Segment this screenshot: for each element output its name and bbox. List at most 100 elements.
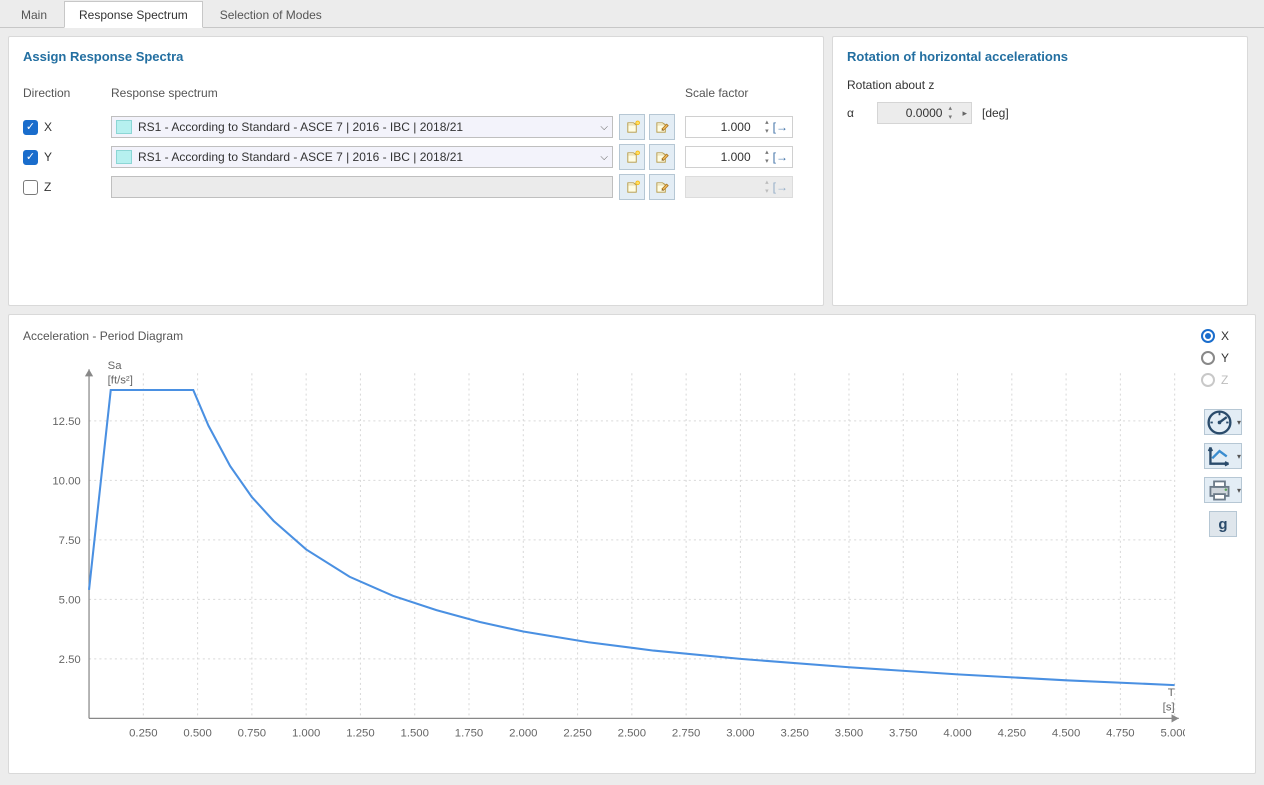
rotation-input-row: α 0.0000 ▴▾ ▸ [deg] — [847, 102, 1233, 124]
svg-text:3.750: 3.750 — [889, 728, 917, 740]
svg-text:10.00: 10.00 — [52, 476, 80, 488]
svg-text:[ft/s²]: [ft/s²] — [108, 375, 133, 387]
scale-factor-value: 1.000 — [690, 120, 755, 134]
tabs-bar: MainResponse SpectrumSelection of Modes — [0, 0, 1264, 28]
spectrum-dropdown-x[interactable]: RS1 - According to Standard - ASCE 7 | 2… — [111, 116, 613, 138]
scale-stepper[interactable]: ▴▾ — [759, 149, 769, 165]
svg-text:[s]: [s] — [1163, 701, 1175, 713]
rotation-label: Rotation about z — [847, 78, 1233, 92]
direction-row-y: Y RS1 - According to Standard - ASCE 7 | … — [23, 142, 809, 172]
edit-spectrum-button[interactable] — [649, 174, 675, 200]
radio-label: X — [1221, 329, 1229, 343]
svg-text:4.250: 4.250 — [998, 728, 1026, 740]
svg-text:1.250: 1.250 — [346, 728, 374, 740]
spectrum-text: RS1 - According to Standard - ASCE 7 | 2… — [138, 120, 600, 134]
new-spectrum-button[interactable] — [619, 174, 645, 200]
svg-text:3.250: 3.250 — [780, 728, 808, 740]
scale-factor-input-z: ▴▾ [→ — [685, 176, 793, 198]
tab-selection-of-modes[interactable]: Selection of Modes — [205, 1, 337, 28]
chevron-down-icon: ▾ — [1237, 486, 1241, 495]
assign-header-row: Direction Response spectrum Scale factor — [23, 78, 809, 108]
svg-text:2.50: 2.50 — [59, 654, 81, 666]
chart-direction-radio-y[interactable] — [1201, 351, 1215, 365]
chart-direction-radio-row: Z — [1201, 373, 1245, 387]
chart-area: 2.505.007.5010.0012.500.2500.5000.7501.0… — [27, 353, 1185, 759]
chart-side-controls: XYZ ▾ ▾ ▾ g — [1201, 329, 1245, 537]
chart-tool-axes-button[interactable]: ▾ — [1204, 443, 1242, 469]
svg-text:3.500: 3.500 — [835, 728, 863, 740]
scale-stepper: ▴▾ — [759, 179, 769, 195]
scale-stepper[interactable]: ▴▾ — [759, 119, 769, 135]
svg-text:1.000: 1.000 — [292, 728, 320, 740]
edit-spectrum-button[interactable] — [649, 144, 675, 170]
spectrum-swatch-icon — [116, 120, 132, 134]
svg-text:5.000: 5.000 — [1160, 728, 1185, 740]
new-spectrum-button[interactable] — [619, 144, 645, 170]
svg-text:T: T — [1168, 687, 1175, 699]
rotation-panel: Rotation of horizontal accelerations Rot… — [832, 36, 1248, 306]
header-direction: Direction — [23, 86, 105, 100]
svg-text:4.000: 4.000 — [943, 728, 971, 740]
assign-icon: [→ — [773, 180, 788, 194]
svg-text:5.00: 5.00 — [59, 595, 81, 607]
spectrum-dropdown-z — [111, 176, 613, 198]
direction-label: Y — [44, 150, 52, 164]
scale-factor-input-y[interactable]: 1.000 ▴▾ [→ — [685, 146, 793, 168]
chevron-down-icon: ▾ — [1237, 452, 1241, 461]
chart-tool-g-button[interactable]: g — [1209, 511, 1237, 537]
chart-panel: Acceleration - Period Diagram 2.50 5.00 7.… — [8, 314, 1256, 774]
chart-direction-radio-row: Y — [1201, 351, 1245, 365]
tab-response-spectrum[interactable]: Response Spectrum — [64, 1, 203, 28]
svg-text:7.50: 7.50 — [59, 535, 81, 547]
rotation-title: Rotation of horizontal accelerations — [847, 49, 1233, 64]
spectrum-dropdown-y[interactable]: RS1 - According to Standard - ASCE 7 | 2… — [111, 146, 613, 168]
rotation-unit: [deg] — [982, 106, 1009, 120]
chart-tool-gauge-button[interactable]: ▾ — [1204, 409, 1242, 435]
assign-spectra-panel: Assign Response Spectra Direction Respon… — [8, 36, 824, 306]
svg-text:0.500: 0.500 — [183, 728, 211, 740]
radio-label: Z — [1221, 373, 1228, 387]
chevron-down-icon: ▾ — [1237, 418, 1241, 427]
direction-checkbox-x[interactable] — [23, 120, 38, 135]
chart-direction-radio-row: X — [1201, 329, 1245, 343]
direction-label: Z — [44, 180, 51, 194]
direction-row-z: Z ▴▾ [→ — [23, 172, 809, 202]
chevron-down-icon: ⌵ — [600, 152, 608, 163]
rotation-symbol: α — [847, 106, 867, 120]
svg-text:1.500: 1.500 — [401, 728, 429, 740]
svg-text:3.000: 3.000 — [726, 728, 754, 740]
assign-spectra-title: Assign Response Spectra — [23, 49, 809, 64]
rotation-value-input[interactable]: 0.0000 ▴▾ ▸ — [877, 102, 972, 124]
svg-text:4.500: 4.500 — [1052, 728, 1080, 740]
header-scale: Scale factor — [685, 86, 793, 100]
assign-icon[interactable]: [→ — [773, 150, 788, 164]
chevron-down-icon: ⌵ — [600, 122, 608, 133]
direction-row-x: XRS1 - According to Standard - ASCE 7 | … — [23, 112, 809, 142]
direction-checkbox-y[interactable] — [23, 150, 38, 165]
spectrum-text: RS1 - According to Standard - ASCE 7 | 2… — [138, 150, 600, 164]
rotation-expand-icon[interactable]: ▸ — [962, 108, 967, 119]
direction-checkbox-z[interactable] — [23, 180, 38, 195]
top-row: Assign Response Spectra Direction Respon… — [0, 28, 1264, 314]
chart-direction-radio-z — [1201, 373, 1215, 387]
radio-label: Y — [1221, 351, 1229, 365]
rotation-value: 0.0000 — [882, 106, 944, 120]
svg-text:12.50: 12.50 — [52, 416, 80, 428]
svg-text:4.750: 4.750 — [1106, 728, 1134, 740]
assign-icon[interactable]: [→ — [773, 120, 788, 134]
chart-tool-print-button[interactable]: ▾ — [1204, 477, 1242, 503]
svg-text:0.250: 0.250 — [129, 728, 157, 740]
scale-factor-input-x[interactable]: 1.000 ▴▾ [→ — [685, 116, 793, 138]
rotation-stepper[interactable]: ▴▾ — [948, 105, 958, 121]
edit-spectrum-button[interactable] — [649, 114, 675, 140]
svg-text:2.250: 2.250 — [563, 728, 591, 740]
svg-text:1.750: 1.750 — [455, 728, 483, 740]
chart-title: Acceleration - Period Diagram — [23, 329, 1241, 343]
svg-text:2.000: 2.000 — [509, 728, 537, 740]
tab-main[interactable]: Main — [6, 1, 62, 28]
header-spectrum: Response spectrum — [111, 86, 613, 100]
spectrum-swatch-icon — [116, 150, 132, 164]
new-spectrum-button[interactable] — [619, 114, 645, 140]
scale-factor-value: 1.000 — [690, 150, 755, 164]
chart-direction-radio-x[interactable] — [1201, 329, 1215, 343]
